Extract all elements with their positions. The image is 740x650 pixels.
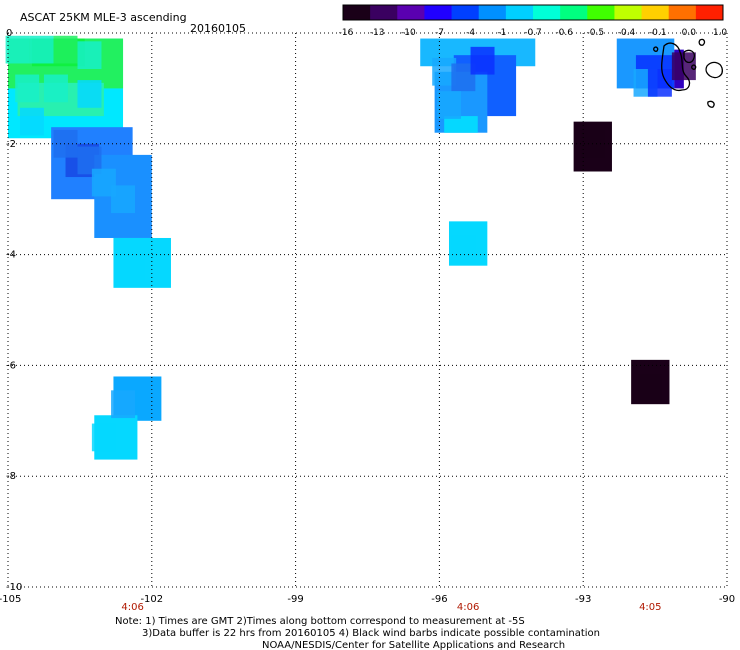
colorbar-swatch	[397, 5, 425, 20]
data-cells	[5, 35, 696, 460]
colorbar-swatch	[695, 5, 724, 20]
data-cell-block	[444, 116, 478, 133]
latitude-label: -6	[6, 360, 16, 371]
time-label: 4:05	[639, 602, 661, 613]
data-cell	[5, 35, 30, 64]
data-cell	[19, 107, 44, 136]
colorbar-swatch	[451, 5, 480, 20]
longitude-label: -90	[719, 594, 735, 605]
data-cell	[91, 168, 116, 197]
colorbar-swatch	[424, 5, 453, 20]
map-date: 20160105	[190, 22, 246, 35]
note-line-2: 3)Data buffer is 22 hrs from 20160105 4)…	[142, 628, 600, 639]
data-cell	[111, 390, 136, 419]
latitude-label: -8	[6, 471, 16, 482]
data-cell	[91, 423, 116, 452]
colorbar-swatch	[614, 5, 643, 20]
longitude-label: -99	[287, 594, 303, 605]
colorbar-swatches	[343, 5, 724, 20]
data-cell	[43, 74, 68, 103]
time-label: 4:06	[457, 602, 479, 613]
data-cell	[432, 57, 457, 86]
longitude-label: -102	[140, 594, 163, 605]
note-line-1: Note: 1) Times are GMT 2)Times along bot…	[115, 616, 525, 627]
data-cell	[470, 46, 495, 75]
data-cell	[77, 146, 102, 175]
colorbar-swatch	[343, 5, 371, 20]
latitude-label: 0	[6, 28, 12, 39]
data-cell	[111, 185, 136, 214]
data-cell	[671, 52, 696, 81]
colorbar-tick-label: -16	[339, 28, 354, 38]
colorbar-tick-label: -4	[466, 28, 475, 38]
colorbar-swatch	[668, 5, 697, 20]
data-cell	[77, 80, 102, 108]
colorbar-tick-label: -0.5	[587, 28, 605, 38]
colorbar-swatch	[587, 5, 615, 20]
colorbar-tick-label: -13	[370, 28, 385, 38]
latitude-label: -2	[6, 139, 16, 150]
data-cell	[120, 251, 145, 280]
colorbar-swatch	[505, 5, 534, 20]
latitude-labels: 0 -2 -4 -6 -8 -10	[6, 28, 22, 593]
note-line-3: NOAA/NESDIS/Center for Satellite Applica…	[262, 640, 565, 650]
longitude-label: -96	[431, 594, 447, 605]
longitude-labels: -105 -102 -99 -96 -93 -90	[0, 594, 735, 605]
latitude-label: -4	[6, 250, 16, 261]
data-cell	[53, 129, 78, 158]
colorbar-tick-label: -0.1	[649, 28, 667, 38]
data-cell	[451, 63, 476, 92]
data-cell	[53, 35, 78, 64]
longitude-label: -93	[575, 594, 591, 605]
data-cell	[647, 69, 672, 97]
latitude-label: -10	[6, 582, 22, 593]
colorbar-tick-label: -1	[497, 28, 506, 38]
colorbar-swatch	[641, 5, 670, 20]
data-cell	[451, 235, 476, 263]
data-cell	[15, 74, 40, 103]
time-labels: 4:06 4:06 4:05	[121, 602, 661, 613]
time-label: 4:06	[121, 602, 143, 613]
data-cell	[638, 373, 663, 402]
map-plot-area: -105 -102 -99 -96 -93 -90 0-2-4-6-8-10 4:06 4:…	[0, 28, 735, 613]
grid-lines	[7, 32, 728, 588]
colorbar-frame	[342, 4, 724, 21]
data-cell	[77, 41, 102, 70]
colorbar-tick-label: -0.4	[618, 28, 636, 38]
colorbar-swatch	[370, 5, 398, 20]
colorbar-swatch	[533, 5, 561, 20]
data-cell	[437, 91, 461, 119]
galapagos-coastline	[653, 38, 723, 108]
map-title: ASCAT 25KM MLE-3 ascending	[20, 11, 187, 24]
data-cell	[29, 35, 54, 64]
colorbar-swatch	[560, 5, 588, 20]
colorbar-swatch	[478, 5, 507, 20]
longitude-label: -105	[0, 594, 21, 605]
